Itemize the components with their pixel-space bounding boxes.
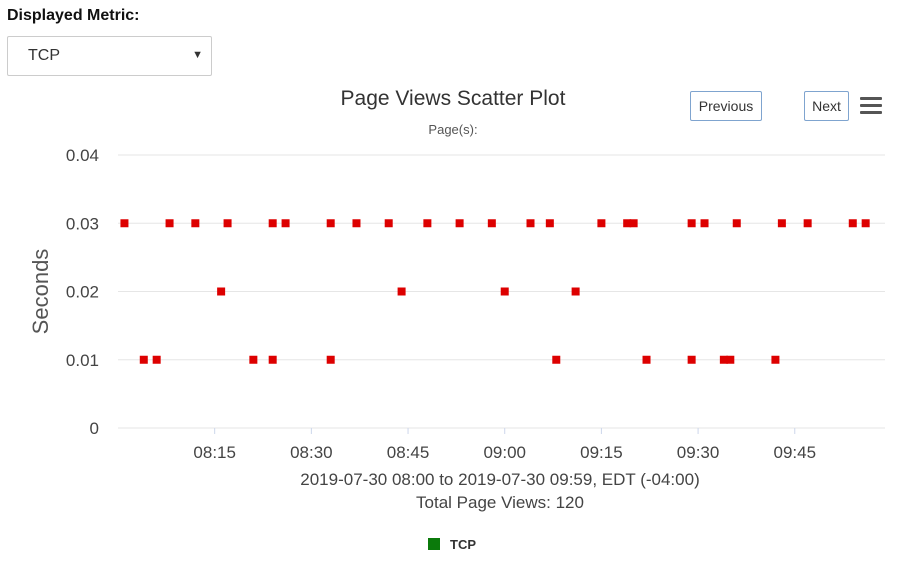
data-point — [642, 355, 651, 364]
data-point — [281, 219, 290, 228]
data-point — [777, 219, 786, 228]
data-point — [120, 219, 129, 228]
metric-select-value: TCP — [28, 47, 60, 64]
data-point — [848, 219, 857, 228]
data-point — [268, 355, 277, 364]
data-point — [629, 219, 638, 228]
data-point — [223, 219, 232, 228]
data-point — [687, 219, 696, 228]
data-point — [526, 219, 535, 228]
chevron-down-icon: ▼ — [192, 49, 203, 61]
legend-swatch — [428, 538, 440, 550]
y-tick-label: 0.04 — [66, 146, 99, 165]
x-tick-label: 09:15 — [580, 443, 623, 462]
data-point — [249, 355, 258, 364]
data-point — [700, 219, 709, 228]
next-button[interactable]: Next — [804, 91, 849, 121]
data-point — [487, 219, 496, 228]
data-point — [732, 219, 741, 228]
legend-label: TCP — [450, 537, 476, 552]
chart-subtitle: Page(s): — [428, 122, 478, 137]
data-point — [165, 219, 174, 228]
x-tick-label: 08:45 — [387, 443, 430, 462]
x-tick-label: 09:30 — [677, 443, 720, 462]
data-point — [191, 219, 200, 228]
data-point — [500, 287, 509, 296]
data-point — [623, 219, 632, 228]
y-tick-label: 0.01 — [66, 351, 99, 370]
data-point — [726, 355, 735, 364]
data-point — [326, 355, 335, 364]
data-point — [571, 287, 580, 296]
data-point — [423, 219, 432, 228]
data-point — [268, 219, 277, 228]
time-range-caption: 2019-07-30 08:00 to 2019-07-30 09:59, ED… — [300, 470, 700, 489]
data-point — [384, 219, 393, 228]
data-point — [861, 219, 870, 228]
y-tick-label: 0 — [90, 419, 99, 438]
data-point — [687, 355, 696, 364]
data-point — [545, 219, 554, 228]
previous-button[interactable]: Previous — [690, 91, 762, 121]
y-tick-label: 0.03 — [66, 214, 99, 233]
displayed-metric-label: Displayed Metric: — [7, 7, 140, 24]
data-point — [552, 355, 561, 364]
y-axis-label: Seconds — [28, 249, 53, 335]
data-point — [771, 355, 780, 364]
data-point — [719, 355, 728, 364]
data-point — [597, 219, 606, 228]
total-page-views-caption: Total Page Views: 120 — [416, 493, 584, 512]
data-point — [803, 219, 812, 228]
hamburger-menu-icon[interactable] — [860, 97, 882, 115]
x-tick-label: 08:30 — [290, 443, 333, 462]
x-tick-label: 08:15 — [193, 443, 236, 462]
data-point — [455, 219, 464, 228]
legend-item-tcp[interactable]: TCP — [428, 537, 476, 552]
x-tick-label: 09:45 — [773, 443, 816, 462]
data-point — [139, 355, 148, 364]
data-point — [397, 287, 406, 296]
y-tick-label: 0.02 — [66, 283, 99, 302]
x-tick-label: 09:00 — [483, 443, 526, 462]
chart-title: Page Views Scatter Plot — [340, 87, 566, 110]
data-point — [326, 219, 335, 228]
metric-select[interactable]: TCP ▼ — [7, 36, 212, 76]
data-point — [152, 355, 161, 364]
data-point — [217, 287, 226, 296]
data-point — [352, 219, 361, 228]
